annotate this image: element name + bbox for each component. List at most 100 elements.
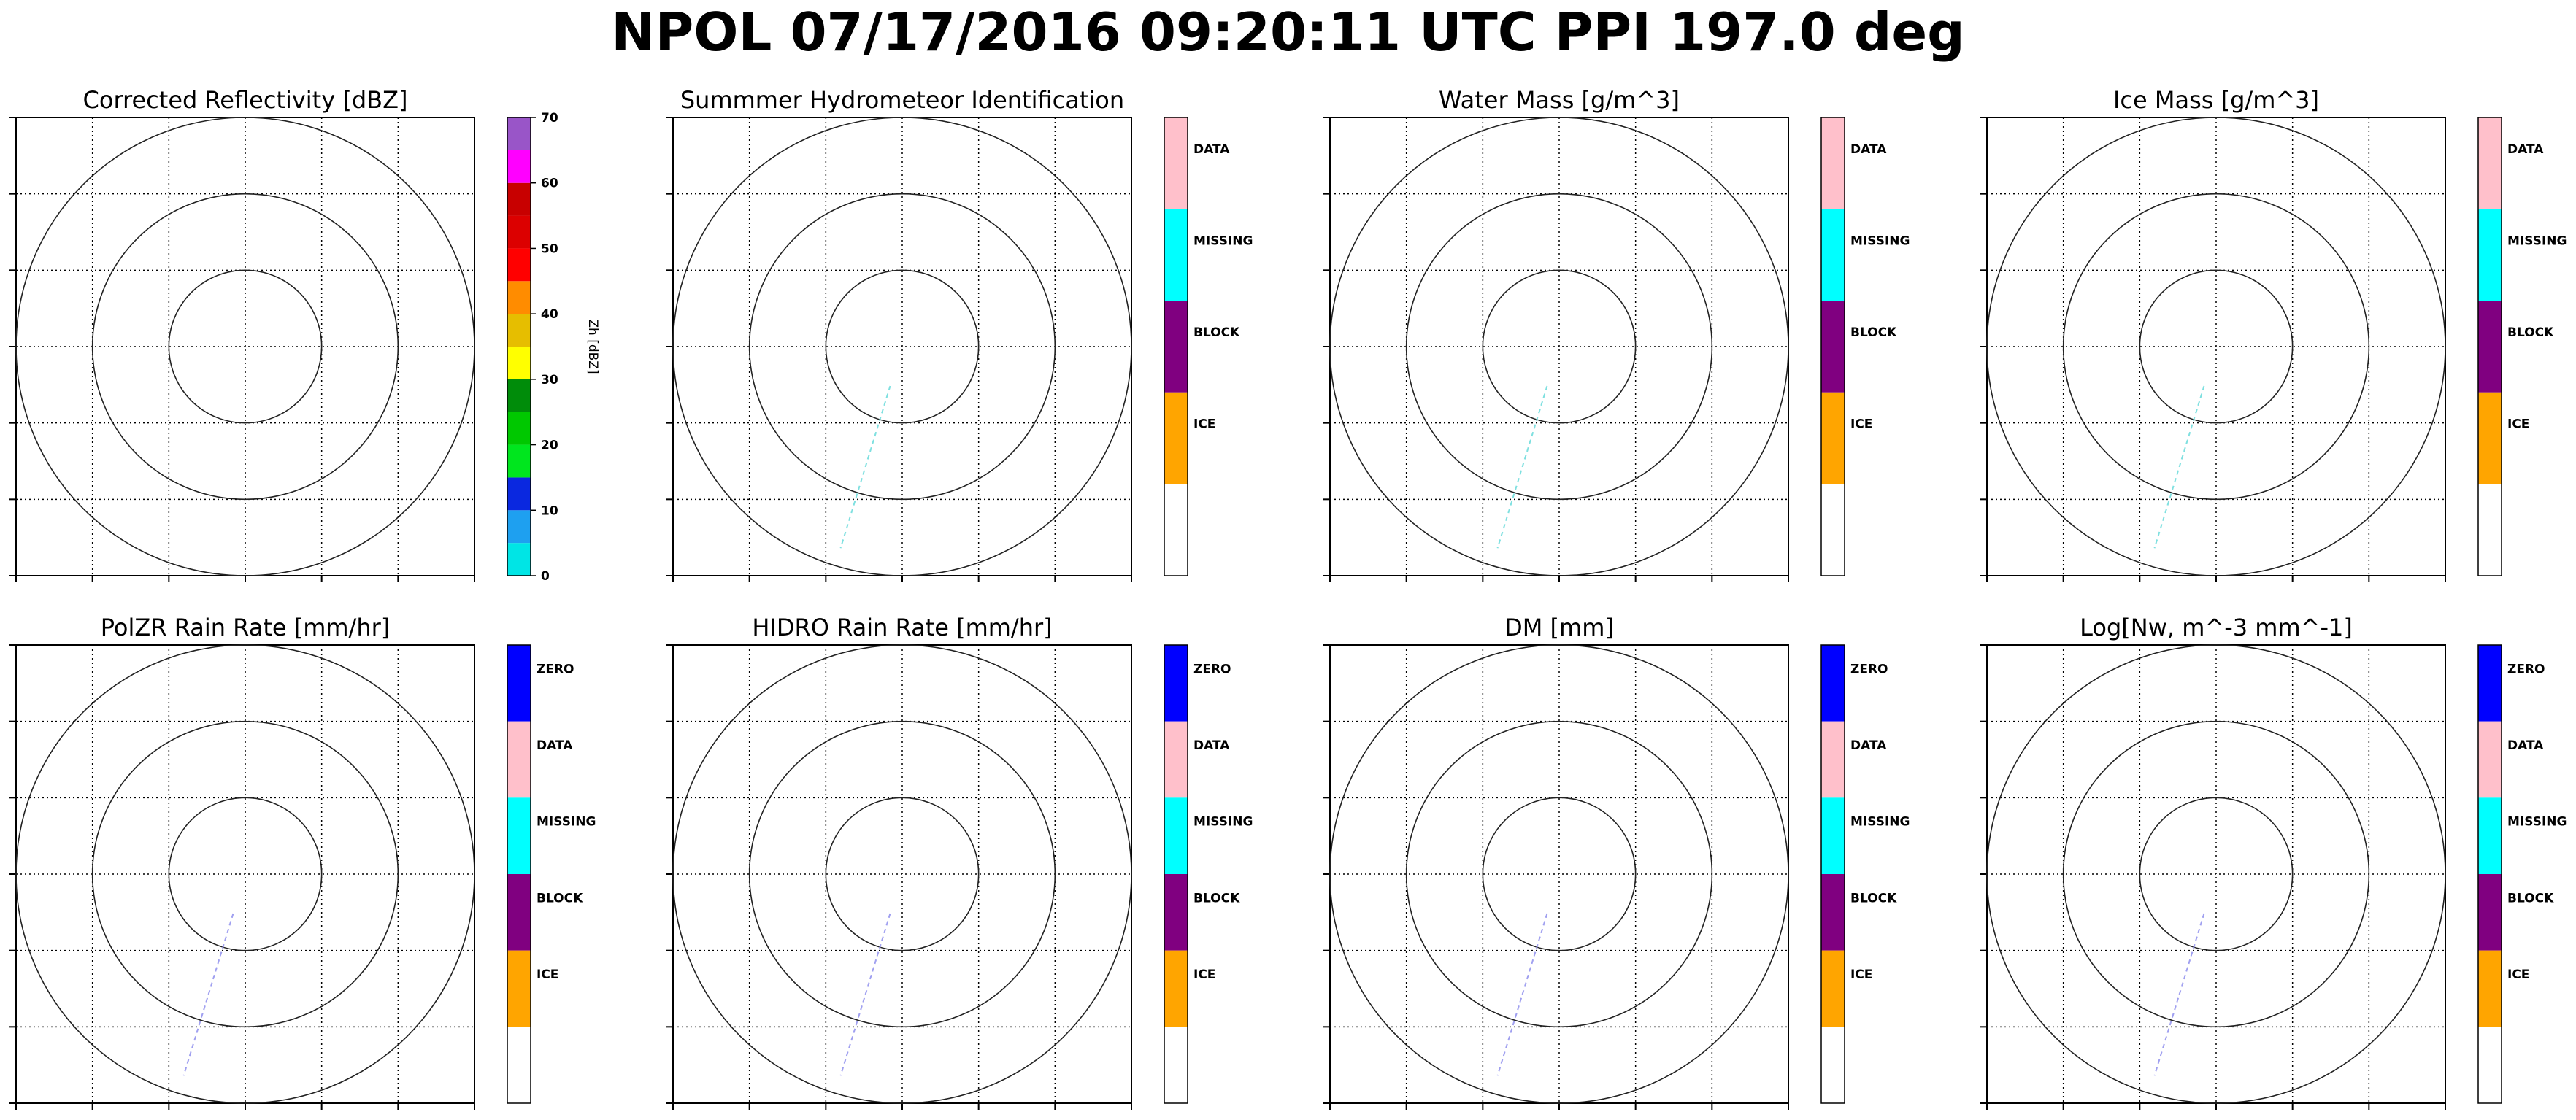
colorbar-category [1164,874,1188,951]
colorbar-category [1164,1027,1188,1103]
colorbar-category-label: BLOCK [1850,891,1897,905]
range-ring [1986,117,2446,576]
colorbar-category-label: DATA [1850,142,1887,157]
colorbar-category-label: BLOCK [2507,325,2554,340]
range-ring [1405,193,1713,501]
radial-data-trace [1496,385,1548,549]
colorbar-category-label: DATA [1850,738,1887,753]
colorbar-category [507,645,531,722]
colorbar-frame [1164,117,1188,576]
colorbar-bin [507,510,531,544]
colorbar-category-label: MISSING [537,815,596,830]
colorbar-category-label: ICE [2507,968,2529,982]
colorbar: 0 10 20 30 40 50 60 70 Zh [dBZ] [507,111,600,584]
colorbar-category-label: BLOCK [1193,891,1240,905]
colorbar-category [507,721,531,798]
colorbar-category-label: MISSING [2507,815,2567,830]
colorbar-category-label: DATA [2507,738,2544,753]
range-ring [1986,644,2446,1104]
radial-data-trace [839,913,891,1076]
colorbar-tick-label: 0 [541,569,550,584]
colorbar-category-label: MISSING [1850,815,1910,830]
colorbar-category [2478,1027,2502,1103]
colorbar-category [2478,874,2502,951]
colorbar-bin [507,150,531,183]
colorbar-category-label: DATA [2507,142,2544,157]
colorbar-category-label: DATA [1193,142,1230,157]
colorbar-tick-label: 70 [541,111,558,125]
colorbar-category-label: ICE [537,968,558,982]
colorbar-frame [1820,117,1845,576]
radial-data-trace [2153,913,2205,1076]
colorbar: ZERO DATA MISSING BLOCK ICE [1164,644,1253,1104]
colorbar-category-label: ZERO [537,662,574,676]
colorbar-bin [507,281,531,314]
range-ring [672,644,1132,1104]
colorbar-category [507,797,531,874]
panel-title: Summmer Hydrometeor Identification [680,86,1125,114]
range-ring [748,193,1056,501]
panel-title: Ice Mass [g/m^3] [2112,86,2320,114]
colorbar-frame [507,644,531,1104]
panel-7: ZERO DATA MISSING BLOCK ICE [1323,644,1910,1110]
colorbar-bin [507,477,531,511]
colorbar-category [2478,645,2502,722]
range-ring [825,797,980,951]
colorbar-category [507,1027,531,1103]
colorbar-category-label: MISSING [1193,815,1253,830]
colorbar-category-label: ZERO [1850,662,1888,676]
radial-data-trace [839,385,891,549]
colorbar: ZERO DATA MISSING BLOCK ICE [507,644,596,1104]
range-ring [1329,117,1789,576]
colorbar-category [1821,301,1845,393]
colorbar-category [507,874,531,951]
colorbar-bin [507,215,531,249]
colorbar-category [2478,392,2502,484]
colorbar-bin [507,543,531,576]
colorbar-category-label: MISSING [1193,233,1253,248]
colorbar-category [507,950,531,1027]
colorbar-bin [507,444,531,478]
colorbar-category [1164,645,1188,722]
colorbar-tick-label: 50 [541,242,558,256]
colorbar-category [2478,301,2502,393]
colorbar-frame [2477,644,2502,1104]
colorbar-category [1164,209,1188,301]
colorbar-category [1821,392,1845,484]
panel-title: Water Mass [g/m^3] [1439,86,1680,114]
colorbar-frame [2477,117,2502,576]
colorbar-category [1164,950,1188,1027]
colorbar: DATA MISSING BLOCK ICE [1820,117,1910,576]
range-ring [2139,797,2294,951]
colorbar-category-label: ICE [2507,417,2529,432]
colorbar-category-label: BLOCK [1193,325,1240,340]
range-ring [825,269,980,424]
colorbar-category [1164,721,1188,798]
colorbar-tick-label: 40 [541,307,558,322]
colorbar-category-label: BLOCK [1850,325,1897,340]
colorbar-category-label: DATA [1193,738,1230,753]
colorbar-category-label: MISSING [1850,233,1910,248]
panel-title: DM [mm] [1504,614,1614,641]
colorbar-category [2478,209,2502,301]
colorbar-bin [507,117,531,150]
panel-title: Corrected Reflectivity [dBZ] [82,86,408,114]
range-ring [1482,797,1637,951]
radial-data-trace [1496,913,1548,1076]
colorbar-category-label: BLOCK [2507,891,2554,905]
colorbar-category [1821,874,1845,951]
range-ring [15,117,475,576]
colorbar-category [2478,721,2502,798]
colorbar-tick-label: 20 [541,439,558,453]
colorbar-tick-label: 10 [541,503,558,518]
radial-data-trace [2153,385,2205,549]
colorbar-category-label: DATA [537,738,573,753]
colorbar-bin [507,248,531,282]
range-ring [1329,644,1789,1104]
range-ring [168,269,323,424]
colorbar-category [1821,209,1845,301]
colorbar-bin [507,412,531,445]
colorbar-category [2478,950,2502,1027]
colorbar-category-label: ICE [1193,417,1215,432]
